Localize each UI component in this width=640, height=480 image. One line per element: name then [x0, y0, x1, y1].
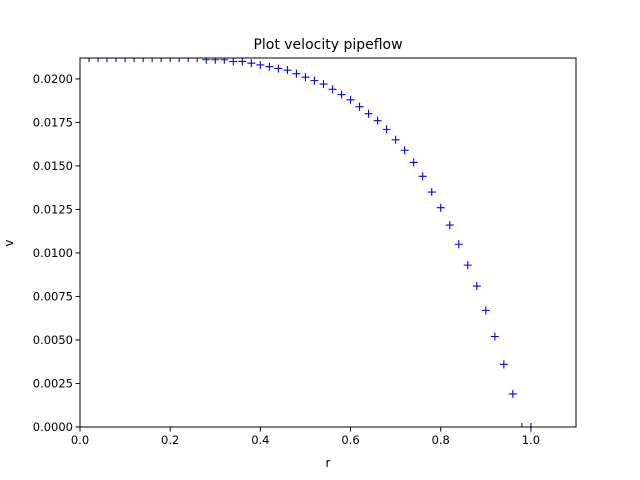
y-tick-label: 0.0100 — [33, 246, 73, 260]
data-point — [229, 58, 238, 66]
data-point — [166, 58, 175, 62]
data-point — [148, 58, 157, 62]
data-point — [265, 62, 274, 71]
plot-area: 0.0 0.2 0.4 0.6 0.8 1.0 0.0000 0.0025 0.0050 0.00… — [33, 57, 577, 447]
data-point — [346, 95, 355, 104]
data-point — [472, 282, 481, 291]
data-point — [193, 58, 202, 62]
data-point — [463, 261, 472, 270]
axes-frame — [79, 57, 577, 428]
y-tick-label: 0.0200 — [33, 72, 73, 86]
data-point — [337, 90, 346, 99]
data-point — [373, 116, 382, 125]
data-point — [445, 221, 454, 230]
x-tick-label: 0.8 — [432, 433, 450, 447]
data-point — [301, 73, 310, 82]
x-axis-label: r — [326, 456, 331, 470]
x-tick-label: 1.0 — [522, 433, 540, 447]
data-point — [382, 125, 391, 134]
data-point — [355, 102, 364, 111]
x-tick-label: 0.2 — [161, 433, 179, 447]
data-point — [130, 58, 139, 62]
y-tick-label: 0.0175 — [33, 115, 73, 129]
data-point — [508, 389, 517, 398]
data-point — [184, 58, 193, 62]
data-point — [103, 58, 112, 62]
x-tick-label: 0.0 — [71, 433, 89, 447]
data-point — [238, 58, 247, 66]
data-point — [481, 306, 490, 315]
data-point — [211, 58, 220, 64]
data-point — [283, 66, 292, 75]
data-point — [391, 135, 400, 144]
data-point — [409, 158, 418, 167]
x-tick-label: 0.4 — [251, 433, 269, 447]
data-point — [427, 188, 436, 197]
data-point — [490, 332, 499, 341]
y-tick-label: 0.0075 — [33, 289, 73, 303]
data-point — [121, 58, 130, 62]
data-point — [454, 240, 463, 249]
data-point — [292, 69, 301, 78]
data-point — [400, 146, 409, 155]
y-tick-label: 0.0125 — [33, 202, 73, 216]
data-point — [319, 80, 328, 89]
data-point — [220, 58, 229, 64]
data-point — [418, 172, 427, 181]
data-point — [112, 58, 121, 62]
y-tick-label: 0.0150 — [33, 159, 73, 173]
data-point — [328, 85, 337, 94]
data-point — [157, 58, 166, 62]
y-tick-label: 0.0050 — [33, 333, 73, 347]
data-point — [310, 76, 319, 85]
chart-title: Plot velocity pipeflow — [253, 37, 402, 53]
data-point — [499, 360, 508, 369]
data-point — [517, 423, 526, 427]
x-tick-label: 0.6 — [341, 433, 359, 447]
data-point — [175, 58, 184, 62]
data-point — [247, 59, 256, 68]
data-point — [526, 423, 535, 427]
data-point — [436, 203, 445, 212]
data-point — [94, 58, 103, 62]
data-point — [85, 58, 94, 62]
data-point — [274, 64, 283, 73]
y-tick-label: 0.0025 — [33, 376, 73, 390]
data-series — [80, 58, 535, 427]
data-point — [256, 60, 265, 69]
y-axis-label: v — [2, 239, 16, 246]
data-point — [364, 109, 373, 118]
y-tick-label: 0.0000 — [33, 420, 73, 434]
data-point — [139, 58, 148, 62]
data-point — [202, 58, 211, 64]
